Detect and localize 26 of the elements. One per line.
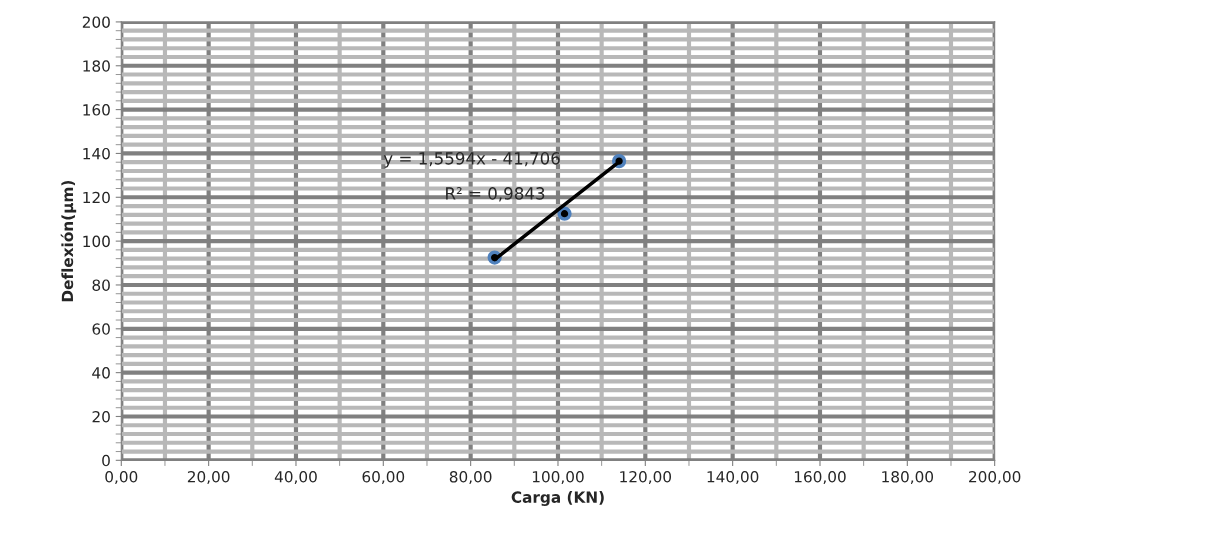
y-tick-label: 20 <box>92 410 110 423</box>
x-tick-label: 60,00 <box>362 471 405 485</box>
annotation: y = 1,5594x - 41,706 <box>383 152 560 168</box>
y-tick-label: 200 <box>82 16 110 28</box>
x-tick-label: 0,00 <box>105 471 138 485</box>
x-axis-title: Carga (KN) <box>511 491 604 506</box>
y-tick-label: 140 <box>83 147 110 160</box>
y-tick-label: 0 <box>102 454 110 467</box>
point <box>557 206 572 221</box>
x-tick-label: 180,00 <box>882 471 934 485</box>
y-tick-label: 60 <box>92 323 110 335</box>
y-tick-label: 40 <box>92 367 110 379</box>
x-tick-label: 80,00 <box>449 471 492 485</box>
y-tick-label: 120 <box>83 191 110 204</box>
y-tick-label: 160 <box>83 104 110 116</box>
x-tick-label: 160,00 <box>794 471 846 485</box>
y-tick-label: 180 <box>83 60 110 72</box>
x-tick-label: 20,00 <box>187 471 230 485</box>
x-tick-label: 140,00 <box>707 471 759 485</box>
x-tick-label: 200,00 <box>969 471 1021 485</box>
y-axis-title: Deflexión(µm) <box>60 180 77 302</box>
y-tick-label: 100 <box>83 235 110 248</box>
x-tick-label: 100,00 <box>532 471 584 485</box>
y-tick-label: 80 <box>92 279 110 291</box>
x-tick-label: 40,00 <box>274 471 317 485</box>
x-tick-label: 120,00 <box>620 471 672 485</box>
